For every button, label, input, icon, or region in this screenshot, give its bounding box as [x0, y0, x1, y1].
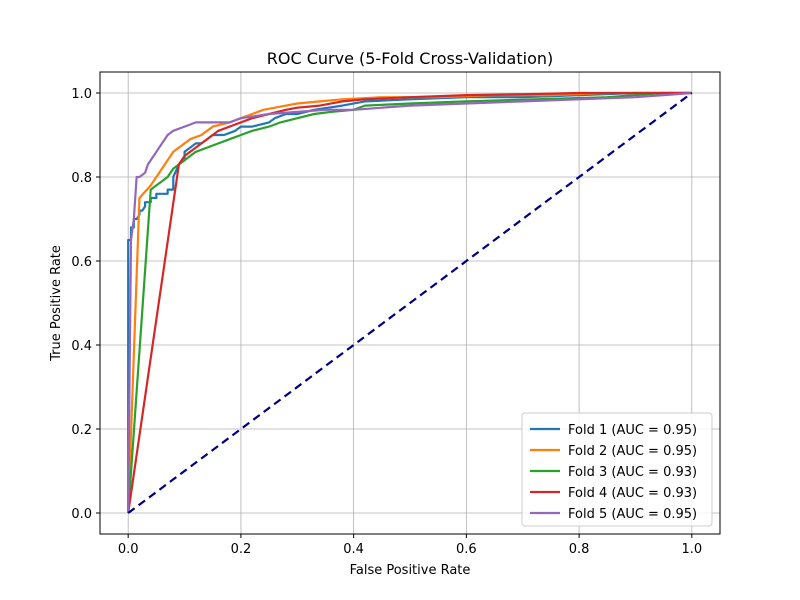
legend-label: Fold 4 (AUC = 0.93) [568, 486, 697, 501]
x-tick-label: 0.0 [118, 542, 139, 557]
y-tick-label: 0.0 [71, 507, 92, 522]
legend: Fold 1 (AUC = 0.95) Fold 2 (AUC = 0.95) Fo… [521, 412, 713, 527]
plot-frame [99, 71, 721, 535]
grid [100, 72, 720, 534]
series-line-fold-3 [127, 91, 692, 514]
legend-label: Fold 5 (AUC = 0.95) [568, 507, 697, 522]
y-tick-label: 0.2 [71, 423, 92, 438]
x-tick-label: 0.8 [569, 542, 590, 557]
x-tick-label: 0.6 [456, 542, 477, 557]
series-line-fold-5 [127, 91, 692, 514]
legend-label: Fold 3 (AUC = 0.93) [568, 465, 697, 480]
legend-label: Fold 2 (AUC = 0.95) [568, 444, 697, 459]
x-tick-label: 0.2 [231, 542, 252, 557]
series-layer [127, 91, 693, 514]
x-axis-ticks: 0.0 0.2 0.4 0.6 0.8 1.0 [118, 534, 702, 557]
x-tick-label: 0.4 [343, 542, 364, 557]
y-tick-label: 0.8 [71, 171, 92, 186]
legend-label: Fold 1 (AUC = 0.95) [568, 423, 697, 438]
chance-reference-line [127, 92, 693, 514]
y-axis-ticks: 0.0 0.2 0.4 0.6 0.8 1.0 [71, 87, 100, 522]
y-tick-label: 1.0 [71, 87, 92, 102]
y-axis-label: True Positive Rate [49, 245, 64, 362]
x-tick-label: 1.0 [681, 542, 702, 557]
y-tick-label: 0.6 [71, 255, 92, 270]
y-tick-label: 0.4 [71, 339, 92, 354]
x-axis-label: False Positive Rate [350, 563, 471, 578]
legend-box [521, 412, 713, 527]
chart-title: ROC Curve (5-Fold Cross-Validation) [267, 49, 554, 68]
